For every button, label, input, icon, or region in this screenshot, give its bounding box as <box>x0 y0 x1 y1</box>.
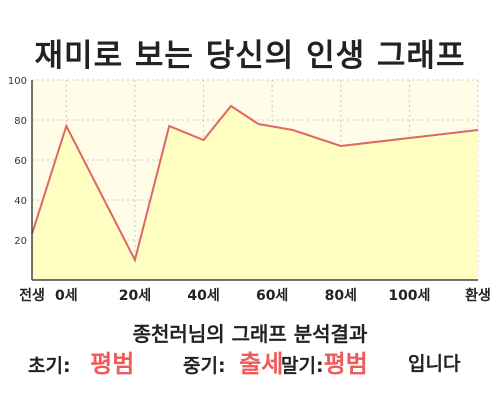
early-result: 초기: 평범 <box>28 344 134 387</box>
mid-value: 출세 <box>239 350 284 378</box>
x-tick-label: 60세 <box>256 288 288 304</box>
ending-label: 입니다 <box>408 353 461 375</box>
y-tick-label: 20 <box>14 236 27 247</box>
x-tick-label: 0세 <box>55 288 78 304</box>
x-tick-label: 80세 <box>325 288 357 304</box>
early-label: 초기: <box>28 355 71 377</box>
x-tick-label: 전생 <box>19 287 45 304</box>
page-title: 재미로 보는 당신의 인생 그래프 <box>34 38 466 74</box>
early-value: 평범 <box>90 350 135 378</box>
ending-text: 입니다 <box>408 344 460 385</box>
x-tick-label: 환생 <box>465 287 491 304</box>
late-value: 평범 <box>323 350 368 378</box>
series-area <box>32 106 478 280</box>
series-line <box>31 104 479 263</box>
late-label: 말기: <box>281 355 324 377</box>
mid-result: 중기: 출세 <box>183 344 283 387</box>
late-result: 말기:평범 <box>281 344 368 387</box>
x-tick-label: 100세 <box>388 288 430 304</box>
analysis-subtitle: 종천러님의 그래프 분석결과 <box>132 322 368 346</box>
y-tick-label: 40 <box>14 196 27 207</box>
y-tick-label: 80 <box>14 116 27 127</box>
y-axis-ticks: 20 40 60 80 100 <box>8 76 27 247</box>
x-tick-label: 40세 <box>187 288 219 304</box>
x-axis-ticks: 전생 0세 20세 40세 60세 80세 100세 환생 <box>19 287 491 304</box>
y-tick-label: 60 <box>14 156 27 167</box>
x-tick-label: 20세 <box>119 288 151 304</box>
y-tick-label: 100 <box>8 76 27 87</box>
mid-label: 중기: <box>183 355 226 377</box>
